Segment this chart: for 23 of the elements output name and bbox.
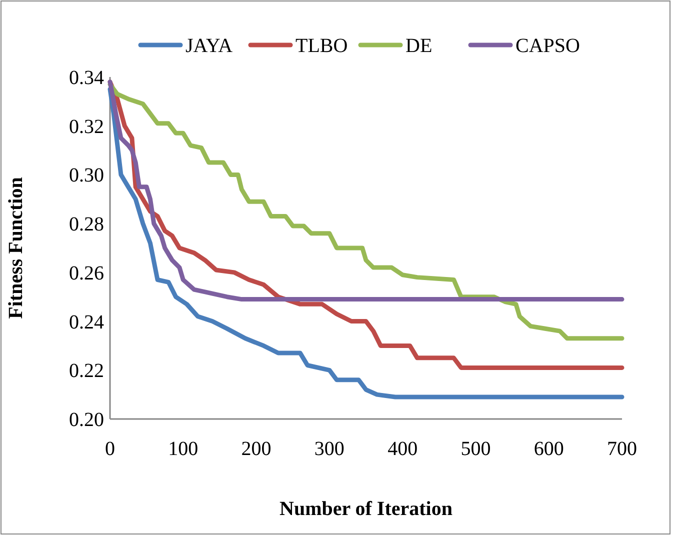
y-tick-label: 0.22 <box>69 360 104 382</box>
x-tick-label: 700 <box>607 438 637 460</box>
y-tick-label: 0.30 <box>69 164 104 187</box>
x-tick-label: 0 <box>105 438 115 460</box>
y-axis-title: Fitness Function <box>5 177 27 319</box>
x-tick-label: 200 <box>241 438 272 460</box>
legend-label: CAPSO <box>516 35 580 57</box>
y-tick-label: 0.32 <box>69 116 104 138</box>
x-tick-label: 300 <box>314 438 344 460</box>
legend-label: JAYA <box>186 35 234 57</box>
legend-label: DE <box>406 35 432 57</box>
x-tick-label: 400 <box>388 438 418 460</box>
x-tick-label: 600 <box>534 438 564 460</box>
line-series <box>108 80 624 302</box>
y-tick-label: 0.24 <box>69 311 104 334</box>
y-tick-label: 0.34 <box>69 67 104 89</box>
x-axis-title: Number of Iteration <box>280 498 452 520</box>
y-tick-label: 0.26 <box>69 262 104 284</box>
x-tick-label: 100 <box>168 438 198 460</box>
legend-label: TLBO <box>296 35 348 57</box>
y-tick-label: 0.20 <box>69 409 104 431</box>
y-tick-label: 0.28 <box>69 214 104 236</box>
x-tick-label: 500 <box>460 438 491 460</box>
